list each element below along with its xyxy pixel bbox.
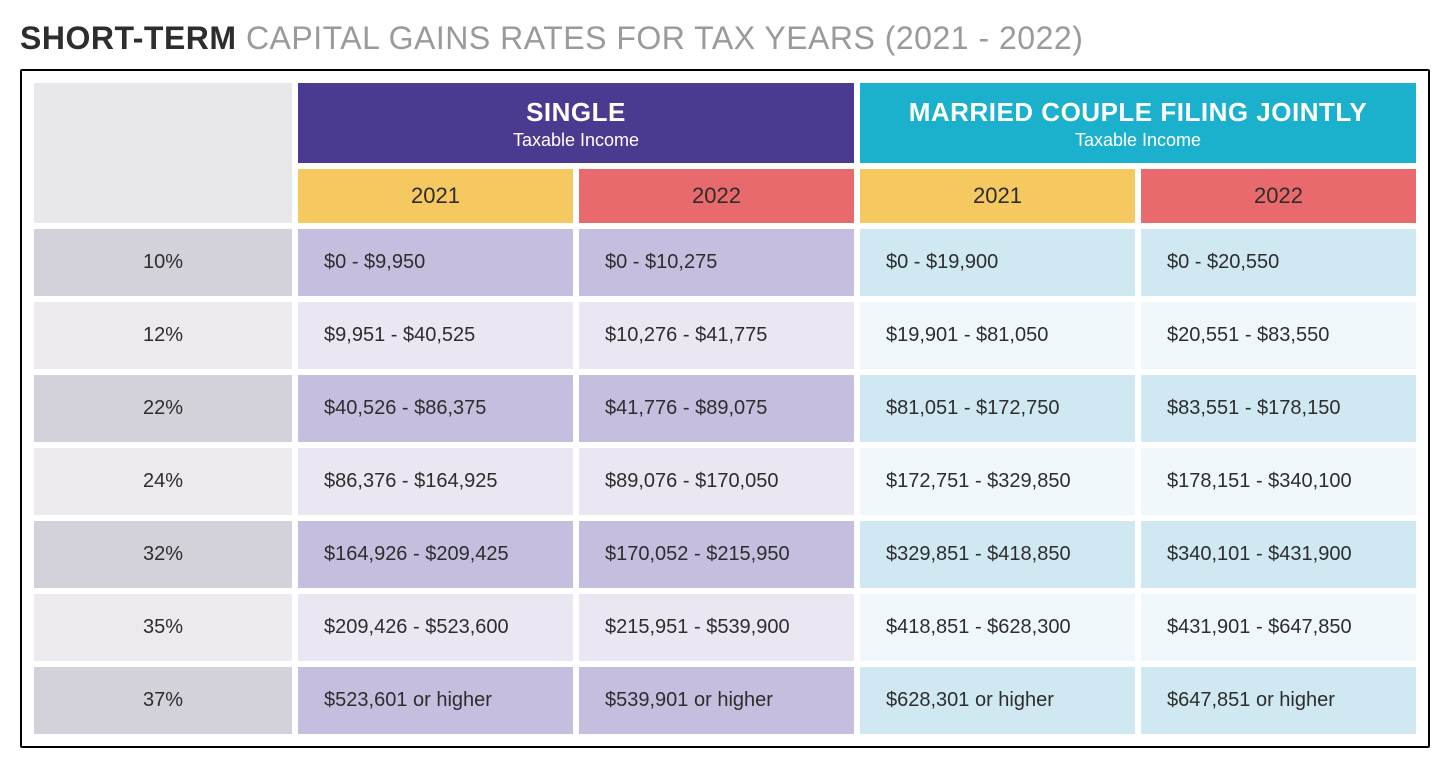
table-container: SINGLETaxable IncomeMARRIED COUPLE FILIN… — [20, 69, 1430, 748]
group-subtitle: Taxable Income — [860, 130, 1416, 151]
data-cell: $89,076 - $170,050 — [579, 448, 854, 515]
data-cell: $40,526 - $86,375 — [298, 375, 573, 442]
data-cell: $164,926 - $209,425 — [298, 521, 573, 588]
data-cell: $41,776 - $89,075 — [579, 375, 854, 442]
rate-cell: 10% — [34, 229, 292, 296]
table-body: 10%$0 - $9,950$0 - $10,275$0 - $19,900$0… — [34, 229, 1416, 734]
data-cell: $10,276 - $41,775 — [579, 302, 854, 369]
group-header-1: MARRIED COUPLE FILING JOINTLYTaxable Inc… — [860, 83, 1416, 163]
year-header-2: 2021 — [860, 169, 1135, 223]
data-cell: $647,851 or higher — [1141, 667, 1416, 734]
data-cell: $628,301 or higher — [860, 667, 1135, 734]
data-cell: $0 - $20,550 — [1141, 229, 1416, 296]
title-rest: CAPITAL GAINS RATES FOR TAX YEARS (2021 … — [237, 20, 1084, 56]
data-cell: $19,901 - $81,050 — [860, 302, 1135, 369]
blank-header-cell — [34, 83, 292, 223]
data-cell: $86,376 - $164,925 — [298, 448, 573, 515]
rate-cell: 32% — [34, 521, 292, 588]
data-cell: $431,901 - $647,850 — [1141, 594, 1416, 661]
title-bold: SHORT-TERM — [20, 20, 237, 56]
table-row: 24%$86,376 - $164,925$89,076 - $170,050$… — [34, 448, 1416, 515]
data-cell: $20,551 - $83,550 — [1141, 302, 1416, 369]
data-cell: $523,601 or higher — [298, 667, 573, 734]
data-cell: $329,851 - $418,850 — [860, 521, 1135, 588]
data-cell: $340,101 - $431,900 — [1141, 521, 1416, 588]
group-header-0: SINGLETaxable Income — [298, 83, 854, 163]
table-row: 12%$9,951 - $40,525$10,276 - $41,775$19,… — [34, 302, 1416, 369]
data-cell: $0 - $9,950 — [298, 229, 573, 296]
table-row: 35%$209,426 - $523,600$215,951 - $539,90… — [34, 594, 1416, 661]
table-row: 32%$164,926 - $209,425$170,052 - $215,95… — [34, 521, 1416, 588]
data-cell: $215,951 - $539,900 — [579, 594, 854, 661]
data-cell: $83,551 - $178,150 — [1141, 375, 1416, 442]
table-row: 22%$40,526 - $86,375$41,776 - $89,075$81… — [34, 375, 1416, 442]
year-header-0: 2021 — [298, 169, 573, 223]
rate-cell: 24% — [34, 448, 292, 515]
rate-cell: 35% — [34, 594, 292, 661]
group-title: MARRIED COUPLE FILING JOINTLY — [860, 97, 1416, 128]
data-cell: $539,901 or higher — [579, 667, 854, 734]
data-cell: $81,051 - $172,750 — [860, 375, 1135, 442]
rate-cell: 37% — [34, 667, 292, 734]
group-subtitle: Taxable Income — [298, 130, 854, 151]
data-cell: $170,052 - $215,950 — [579, 521, 854, 588]
data-cell: $209,426 - $523,600 — [298, 594, 573, 661]
rate-cell: 22% — [34, 375, 292, 442]
data-cell: $0 - $19,900 — [860, 229, 1135, 296]
data-cell: $418,851 - $628,300 — [860, 594, 1135, 661]
group-title: SINGLE — [298, 97, 854, 128]
table-row: 10%$0 - $9,950$0 - $10,275$0 - $19,900$0… — [34, 229, 1416, 296]
table-row: 37%$523,601 or higher$539,901 or higher$… — [34, 667, 1416, 734]
data-cell: $172,751 - $329,850 — [860, 448, 1135, 515]
page-title: SHORT-TERM CAPITAL GAINS RATES FOR TAX Y… — [20, 20, 1430, 57]
rate-cell: 12% — [34, 302, 292, 369]
data-cell: $0 - $10,275 — [579, 229, 854, 296]
data-cell: $178,151 - $340,100 — [1141, 448, 1416, 515]
data-cell: $9,951 - $40,525 — [298, 302, 573, 369]
year-header-1: 2022 — [579, 169, 854, 223]
tax-rates-table: SINGLETaxable IncomeMARRIED COUPLE FILIN… — [28, 77, 1422, 740]
table-head: SINGLETaxable IncomeMARRIED COUPLE FILIN… — [34, 83, 1416, 223]
year-header-3: 2022 — [1141, 169, 1416, 223]
